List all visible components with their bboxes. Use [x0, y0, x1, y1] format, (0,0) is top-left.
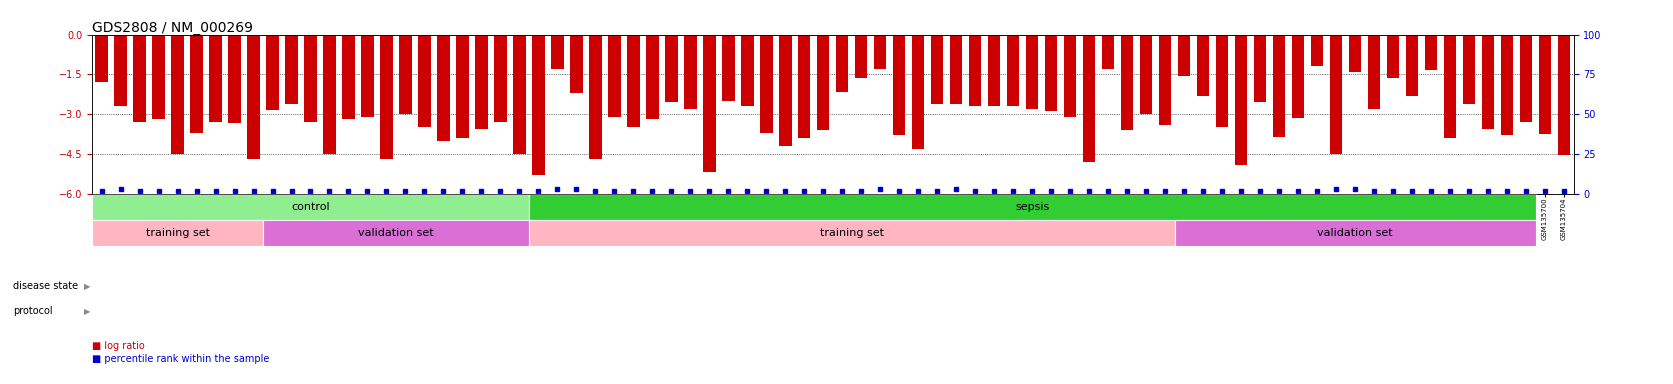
Bar: [1253, 35, 1265, 102]
Bar: [778, 35, 791, 146]
Bar: [1405, 35, 1417, 96]
Bar: [589, 35, 601, 159]
Bar: [684, 35, 696, 109]
Bar: [570, 35, 582, 93]
Bar: [1215, 35, 1228, 127]
Bar: [266, 35, 278, 110]
Bar: [835, 35, 848, 91]
Bar: [873, 35, 887, 69]
Bar: [950, 35, 962, 104]
Bar: [1121, 35, 1133, 130]
Bar: [816, 35, 830, 130]
Text: ▶: ▶: [84, 281, 90, 291]
Bar: [987, 35, 1000, 106]
Bar: [1044, 35, 1057, 111]
Text: ■ percentile rank within the sample: ■ percentile rank within the sample: [92, 354, 269, 364]
Bar: [1310, 35, 1323, 66]
Bar: [1101, 35, 1114, 69]
Bar: [304, 35, 316, 122]
Bar: [1235, 35, 1246, 164]
Bar: [92, 220, 263, 246]
Bar: [798, 35, 810, 138]
Bar: [1064, 35, 1076, 117]
Bar: [930, 35, 944, 104]
Bar: [855, 35, 867, 78]
Text: validation set: validation set: [1317, 228, 1392, 238]
Bar: [248, 35, 259, 159]
Text: training set: training set: [146, 228, 209, 238]
Bar: [893, 35, 905, 135]
Bar: [912, 35, 923, 149]
Bar: [969, 35, 980, 106]
Bar: [1558, 35, 1569, 155]
Bar: [418, 35, 430, 127]
Bar: [1537, 35, 1551, 134]
Bar: [607, 35, 621, 117]
Bar: [514, 35, 525, 154]
Bar: [1444, 35, 1456, 138]
Bar: [529, 194, 1534, 220]
Text: disease state: disease state: [13, 281, 79, 291]
Bar: [1424, 35, 1437, 70]
Bar: [1348, 35, 1360, 72]
Bar: [1271, 35, 1285, 137]
Bar: [1481, 35, 1494, 129]
Bar: [152, 35, 164, 119]
Bar: [529, 220, 1174, 246]
Text: protocol: protocol: [13, 306, 54, 316]
Bar: [457, 35, 468, 138]
Bar: [437, 35, 450, 141]
Bar: [741, 35, 753, 106]
Bar: [263, 220, 529, 246]
Bar: [1328, 35, 1342, 154]
Bar: [1196, 35, 1208, 96]
Bar: [475, 35, 487, 129]
Bar: [760, 35, 771, 133]
Bar: [380, 35, 393, 159]
Text: training set: training set: [820, 228, 883, 238]
Bar: [1139, 35, 1151, 114]
Bar: [1519, 35, 1531, 122]
Bar: [532, 35, 544, 175]
Bar: [228, 35, 241, 123]
Bar: [95, 35, 107, 82]
Bar: [550, 35, 564, 69]
Bar: [1007, 35, 1019, 106]
Bar: [400, 35, 412, 114]
Bar: [1501, 35, 1512, 135]
Bar: [134, 35, 146, 122]
Bar: [646, 35, 657, 119]
Bar: [1082, 35, 1094, 162]
Bar: [1174, 220, 1534, 246]
Bar: [341, 35, 355, 119]
Bar: [1292, 35, 1303, 118]
Bar: [664, 35, 678, 102]
Bar: [1178, 35, 1190, 76]
Bar: [114, 35, 127, 106]
Bar: [191, 35, 202, 133]
Bar: [1387, 35, 1399, 78]
Bar: [1367, 35, 1380, 109]
Bar: [209, 35, 221, 122]
Bar: [361, 35, 373, 117]
Text: validation set: validation set: [358, 228, 433, 238]
Bar: [1158, 35, 1171, 125]
Text: GDS2808 / NM_000269: GDS2808 / NM_000269: [92, 21, 253, 35]
Text: control: control: [291, 202, 330, 212]
Bar: [1026, 35, 1037, 109]
Bar: [721, 35, 734, 101]
Bar: [284, 35, 298, 104]
Bar: [1462, 35, 1474, 104]
Bar: [171, 35, 184, 154]
Bar: [627, 35, 639, 127]
Text: ■ log ratio: ■ log ratio: [92, 341, 146, 351]
Text: ▶: ▶: [84, 306, 90, 316]
Bar: [703, 35, 714, 172]
Bar: [494, 35, 507, 122]
Bar: [323, 35, 336, 154]
Text: sepsis: sepsis: [1014, 202, 1049, 212]
Bar: [92, 194, 529, 220]
